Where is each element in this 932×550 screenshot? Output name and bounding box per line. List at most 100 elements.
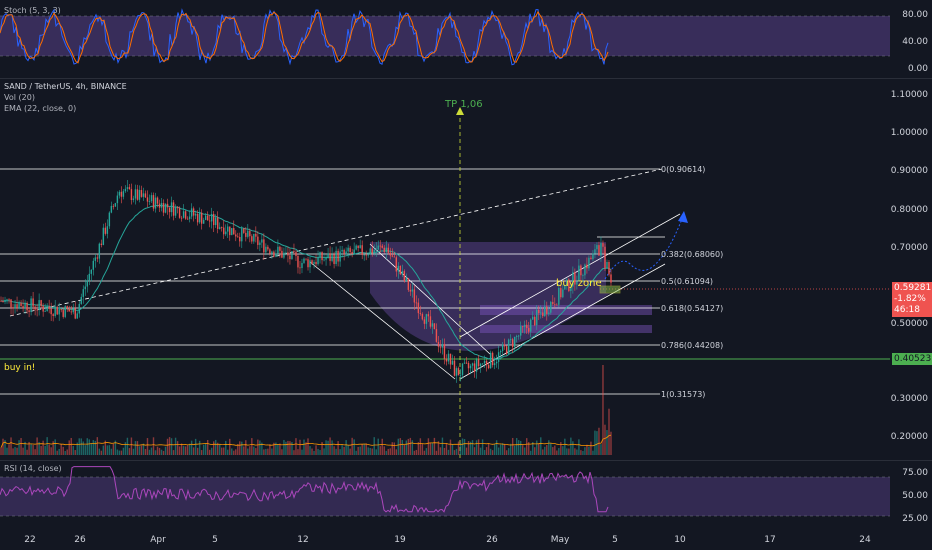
stoch-tick-0: 0.00 bbox=[907, 64, 928, 74]
candle-body bbox=[608, 261, 610, 275]
pane-separator[interactable] bbox=[0, 460, 932, 461]
volume-bar bbox=[526, 438, 528, 455]
candle-body bbox=[291, 251, 293, 260]
candle-body bbox=[120, 191, 123, 197]
volume-bar bbox=[162, 450, 165, 455]
volume-bar bbox=[263, 449, 265, 455]
tp-label: TP 1,06 bbox=[444, 99, 483, 110]
volume-bar bbox=[383, 446, 385, 455]
volume-bar bbox=[190, 440, 193, 455]
candle-body bbox=[271, 251, 273, 254]
candle-body bbox=[513, 336, 516, 347]
price-chart[interactable]: 0(0.90614) 0.382(0.68060) 0.5(0.61094) 0… bbox=[0, 79, 890, 460]
volume-bar bbox=[60, 444, 62, 455]
volume-bar bbox=[598, 427, 600, 455]
volume-bar bbox=[217, 442, 219, 455]
candle-body bbox=[309, 260, 311, 268]
candle-body bbox=[70, 311, 72, 313]
volume-bar bbox=[277, 443, 279, 455]
volume-bar bbox=[445, 443, 448, 455]
purple-zone-band-2 bbox=[480, 325, 652, 333]
ema-legend[interactable]: EMA (22, close, 0) bbox=[4, 104, 77, 113]
candle-body bbox=[265, 246, 267, 253]
volume-bar bbox=[532, 442, 534, 455]
stoch-d-line bbox=[0, 10, 609, 64]
volume-legend[interactable]: Vol (20) bbox=[4, 93, 35, 102]
volume-bar bbox=[363, 444, 365, 455]
volume-bar bbox=[132, 448, 135, 455]
candle-body bbox=[538, 309, 540, 313]
candle-body bbox=[564, 285, 566, 290]
candle-body bbox=[301, 262, 303, 269]
symbol-legend[interactable]: SAND / TetherUS, 4h, BINANCE bbox=[4, 82, 127, 91]
date-label: 17 bbox=[764, 535, 776, 545]
buy-in-label: buy in! bbox=[4, 363, 35, 373]
volume-bar bbox=[180, 443, 183, 455]
candle-body bbox=[263, 239, 265, 253]
volume-bar bbox=[387, 448, 389, 455]
candle-body bbox=[449, 353, 452, 365]
candle-body bbox=[522, 326, 524, 328]
volume-bar bbox=[30, 444, 32, 455]
cup-arc bbox=[370, 293, 610, 351]
candle-body bbox=[580, 265, 582, 276]
rsi-line bbox=[0, 466, 609, 513]
candle-body bbox=[315, 261, 317, 265]
candle-body bbox=[202, 219, 205, 224]
main-price-pane[interactable]: 0(0.90614) 0.382(0.68060) 0.5(0.61094) 0… bbox=[0, 79, 932, 460]
candle-body bbox=[552, 301, 554, 305]
volume-bar bbox=[592, 450, 594, 455]
candle-body bbox=[122, 191, 125, 197]
fib-label-05: 0.5(0.61094) bbox=[661, 277, 713, 286]
volume-bar bbox=[578, 439, 580, 455]
volume-bar bbox=[239, 441, 241, 455]
pane-separator[interactable] bbox=[0, 78, 932, 79]
volume-bar bbox=[44, 445, 46, 455]
volume-bar bbox=[453, 450, 456, 455]
candle-body bbox=[126, 187, 129, 189]
volume-bar bbox=[353, 439, 355, 455]
volume-bar bbox=[215, 439, 217, 455]
volume-bar bbox=[122, 447, 125, 455]
candle-body bbox=[144, 193, 147, 198]
volume-bar bbox=[26, 449, 28, 455]
volume-bar bbox=[393, 442, 395, 455]
fib-label-0382: 0.382(0.68060) bbox=[661, 250, 723, 259]
candle-body bbox=[62, 310, 64, 317]
candle-body bbox=[6, 299, 8, 301]
candle-body bbox=[34, 306, 36, 310]
candle-body bbox=[439, 346, 442, 348]
candle-body bbox=[519, 326, 522, 336]
candle-body bbox=[570, 286, 572, 291]
candle-body bbox=[407, 278, 410, 290]
candle-body bbox=[501, 344, 504, 352]
volume-bar bbox=[413, 450, 416, 455]
price-axis[interactable]: 1.10000 1.00000 0.90000 0.80000 0.70000 … bbox=[890, 79, 932, 460]
volume-bar bbox=[86, 438, 88, 455]
volume-bar bbox=[401, 439, 404, 455]
candle-body bbox=[188, 216, 191, 219]
volume-bar bbox=[164, 446, 167, 455]
candle-body bbox=[475, 359, 478, 372]
volume-bar bbox=[192, 447, 195, 455]
candle-body bbox=[562, 289, 564, 298]
candle-body bbox=[223, 227, 225, 235]
candle-body bbox=[421, 313, 424, 320]
candle-body bbox=[94, 257, 97, 261]
price-tick-090: 0.90000 bbox=[890, 166, 928, 176]
candle-body bbox=[217, 217, 219, 229]
candle-body bbox=[542, 312, 544, 317]
candle-body bbox=[261, 239, 263, 243]
date-axis[interactable]: 22 26 Apr 5 12 19 26 May 5 10 17 24 bbox=[0, 532, 890, 550]
candle-body bbox=[495, 361, 498, 364]
candle-body bbox=[158, 203, 161, 208]
candle-body bbox=[319, 252, 321, 258]
volume-bar bbox=[18, 440, 20, 455]
candle-body bbox=[467, 362, 470, 369]
candle-body bbox=[76, 313, 78, 319]
candle-body bbox=[130, 189, 133, 200]
volume-bar bbox=[212, 441, 215, 455]
ema-line bbox=[0, 204, 612, 361]
volume-bar bbox=[530, 450, 532, 455]
volume-bar bbox=[421, 443, 424, 455]
